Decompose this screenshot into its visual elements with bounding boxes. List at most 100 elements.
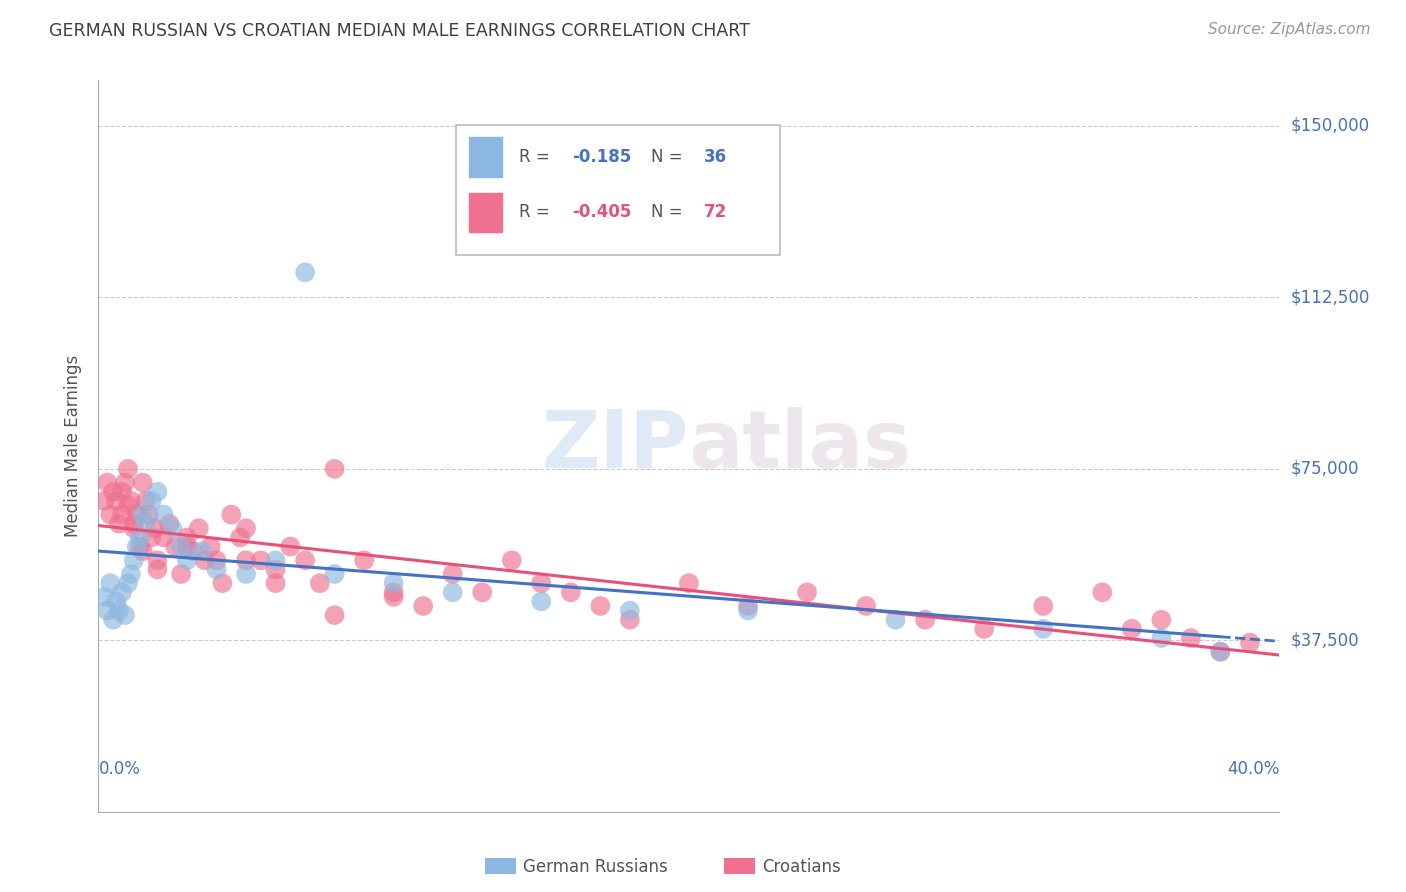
Point (264, 576, 287, 591)
Point (181, 544, 204, 558)
Point (382, 590, 405, 604)
Point (441, 585, 464, 599)
Text: Source: ZipAtlas.com: Source: ZipAtlas.com (1208, 22, 1371, 37)
Point (1239, 635, 1261, 649)
Point (105, 493, 128, 508)
Point (93, 493, 115, 508)
Point (146, 562, 169, 576)
Bar (470, 137, 502, 177)
Point (471, 585, 494, 599)
Point (211, 576, 233, 591)
Point (200, 540, 222, 554)
Point (146, 484, 169, 499)
Point (108, 516, 131, 531)
Point (120, 493, 142, 508)
Text: $75,000: $75,000 (1291, 460, 1360, 478)
Point (108, 603, 131, 617)
Point (382, 576, 405, 591)
Point (103, 484, 125, 499)
Point (120, 567, 142, 582)
Point (309, 576, 332, 591)
Point (138, 508, 160, 522)
Point (1180, 631, 1202, 645)
Point (382, 585, 405, 599)
Point (796, 585, 818, 599)
Point (1209, 645, 1232, 659)
Point (146, 553, 169, 567)
Text: R =: R = (519, 203, 555, 221)
Point (264, 562, 287, 576)
Point (412, 599, 434, 613)
Point (165, 540, 187, 554)
Point (973, 622, 995, 636)
Text: Croatians: Croatians (762, 858, 841, 876)
Point (737, 603, 759, 617)
Point (1150, 631, 1173, 645)
Text: 40.0%: 40.0% (1227, 760, 1279, 778)
Point (103, 613, 125, 627)
Point (98, 508, 121, 522)
Point (323, 567, 346, 582)
Text: ZIP: ZIP (541, 407, 689, 485)
Text: -0.405: -0.405 (572, 203, 631, 221)
Point (619, 603, 641, 617)
Point (530, 594, 553, 608)
Text: N =: N = (651, 148, 688, 166)
Point (205, 553, 228, 567)
Text: $37,500: $37,500 (1291, 632, 1360, 649)
Point (264, 553, 287, 567)
Point (170, 567, 193, 582)
Point (589, 599, 612, 613)
Point (441, 567, 464, 582)
Y-axis label: Median Male Earnings: Median Male Earnings (65, 355, 83, 537)
Point (194, 553, 217, 567)
Point (353, 553, 375, 567)
Point (128, 530, 150, 544)
Point (170, 540, 193, 554)
Text: German Russians: German Russians (523, 858, 668, 876)
Point (125, 508, 148, 522)
Point (135, 516, 157, 531)
Point (323, 462, 346, 476)
Point (619, 613, 641, 627)
Point (96, 475, 118, 490)
Point (122, 553, 145, 567)
Point (152, 530, 174, 544)
Point (105, 594, 128, 608)
Point (125, 540, 148, 554)
Point (141, 493, 163, 508)
Point (235, 553, 257, 567)
Point (96, 603, 118, 617)
Point (278, 540, 302, 554)
Point (114, 608, 136, 623)
Point (1032, 622, 1054, 636)
Text: 72: 72 (704, 203, 727, 221)
Text: $150,000: $150,000 (1291, 117, 1369, 135)
Point (132, 475, 155, 490)
Text: -0.185: -0.185 (572, 148, 631, 166)
Point (98, 576, 121, 591)
Text: 36: 36 (704, 148, 727, 166)
Point (111, 585, 134, 599)
Point (176, 553, 198, 567)
Bar (470, 193, 502, 232)
Text: N =: N = (651, 203, 688, 221)
Point (176, 540, 198, 554)
Point (111, 484, 134, 499)
Point (132, 544, 155, 558)
Point (294, 553, 316, 567)
Point (914, 613, 936, 627)
Point (737, 599, 759, 613)
Point (1209, 645, 1232, 659)
Point (501, 553, 523, 567)
Point (530, 576, 553, 591)
Point (250, 553, 273, 567)
Text: R =: R = (519, 148, 555, 166)
Point (1091, 585, 1114, 599)
Point (135, 493, 157, 508)
Point (294, 265, 316, 279)
Point (1150, 613, 1173, 627)
Point (187, 521, 209, 535)
Point (157, 516, 180, 531)
Text: GERMAN RUSSIAN VS CROATIAN MEDIAN MALE EARNINGS CORRELATION CHART: GERMAN RUSSIAN VS CROATIAN MEDIAN MALE E… (49, 22, 749, 40)
